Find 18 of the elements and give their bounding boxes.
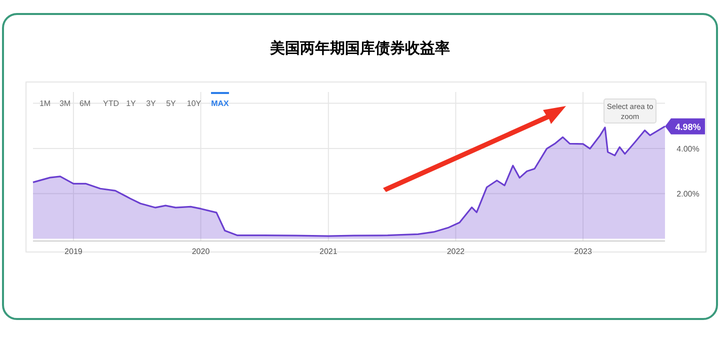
x-tick-label: 2020 (192, 247, 210, 256)
annotation: MAX (211, 99, 230, 108)
x-tick-label: 2021 (320, 247, 338, 256)
annotation: 5Y (166, 99, 177, 108)
annotation: YTD (103, 99, 120, 108)
x-tick-label: 2023 (574, 247, 592, 256)
y-tick-label: 2.00% (676, 190, 700, 199)
data-label: 4.98% (675, 122, 701, 132)
annotation: 1Y (126, 99, 137, 108)
y-tick-label: 4.00% (676, 144, 700, 154)
chart-title: 美国两年期国库债券收益率 (269, 39, 450, 57)
annotation: 3M (59, 99, 71, 108)
annotation: 10Y (186, 99, 202, 108)
annotation: 3Y (146, 99, 157, 108)
x-tick-label: 2022 (446, 247, 466, 256)
annotation: 6M (79, 99, 91, 108)
annotation: 1M (39, 99, 51, 108)
x-tick-label: 2019 (64, 247, 83, 256)
